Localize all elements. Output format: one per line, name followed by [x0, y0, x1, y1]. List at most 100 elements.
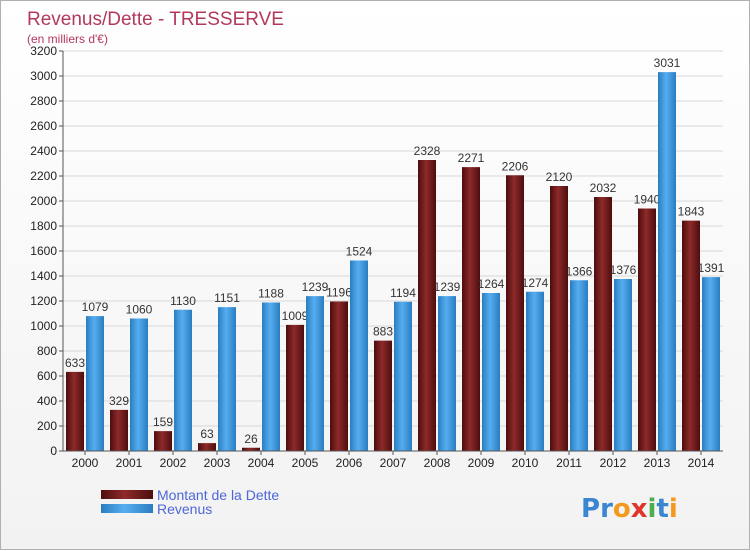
value-label: 1524 — [346, 245, 373, 259]
bar-revenus — [218, 307, 236, 451]
logo-letter: x — [631, 494, 648, 524]
value-label: 1151 — [214, 291, 240, 305]
value-label: 1239 — [302, 280, 329, 294]
value-label: 63 — [200, 427, 214, 441]
chart-title: Revenus/Dette - TRESSERVE — [27, 9, 284, 30]
x-tick-label: 2003 — [204, 456, 231, 470]
bar-revenus — [526, 291, 544, 451]
x-tick-label: 2007 — [380, 456, 407, 470]
value-label: 1843 — [678, 205, 705, 219]
x-tick-label: 2004 — [248, 456, 275, 470]
bar-revenus — [350, 260, 368, 451]
value-label: 2032 — [590, 181, 617, 195]
bar-dette — [550, 186, 568, 451]
legend-label: Montant de la Dette — [157, 487, 279, 503]
bar-revenus — [394, 301, 412, 451]
logo-letter: o — [613, 494, 631, 524]
value-label: 1079 — [82, 300, 109, 314]
logo-letter: i — [648, 494, 657, 524]
bar-dette — [154, 431, 172, 451]
bar-revenus — [482, 293, 500, 451]
y-tick-label: 1600 — [30, 244, 57, 258]
x-tick-label: 2009 — [468, 456, 495, 470]
y-tick-label: 2400 — [30, 144, 57, 158]
x-tick-label: 2013 — [644, 456, 671, 470]
value-label: 633 — [65, 356, 85, 370]
value-label: 1376 — [610, 263, 637, 277]
y-tick-label: 2800 — [30, 94, 57, 108]
x-axis: 2000 2001 2002 2003 2004 2005 2006 2007 2008 2009… — [63, 450, 723, 470]
value-label: 3031 — [654, 56, 681, 70]
logo-letter: P — [581, 494, 600, 524]
chart-subtitle: (en milliers d'€) — [27, 32, 108, 46]
bar-revenus — [86, 316, 104, 451]
logo-letter: r — [600, 494, 613, 524]
y-tick-label: 1000 — [30, 319, 57, 333]
x-tick-label: 2005 — [292, 456, 319, 470]
value-label: 1194 — [390, 286, 416, 300]
x-tick-label: 2002 — [160, 456, 187, 470]
value-label: 2271 — [458, 151, 485, 165]
bar-dette — [682, 220, 700, 451]
bar-dette — [66, 371, 84, 451]
value-label: 26 — [244, 432, 258, 446]
y-tick-label: 0 — [50, 444, 57, 458]
bar-revenus — [570, 280, 588, 451]
bar-revenus — [438, 296, 456, 451]
bar-revenus — [306, 296, 324, 451]
value-label: 329 — [109, 394, 129, 408]
y-tick-label: 200 — [37, 419, 57, 433]
bar-revenus — [174, 309, 192, 451]
bar-revenus — [130, 318, 148, 451]
y-tick-label: 2200 — [30, 169, 57, 183]
gridlines — [63, 50, 723, 452]
value-label: 1264 — [478, 277, 505, 291]
x-tick-label: 2014 — [688, 456, 715, 470]
value-label: 1366 — [566, 264, 593, 278]
y-tick-label: 2600 — [30, 119, 57, 133]
bar-revenus — [262, 302, 280, 451]
value-label: 1060 — [126, 303, 153, 317]
bar-dette — [242, 447, 260, 451]
x-tick-label: 2000 — [72, 456, 99, 470]
bar-dette — [374, 340, 392, 451]
value-label: 1130 — [170, 294, 196, 308]
value-label: 1391 — [698, 261, 725, 275]
bar-dette — [594, 197, 612, 451]
bar-dette — [110, 409, 128, 451]
value-label: 1188 — [258, 287, 284, 301]
y-axis: 0 200 400 600 800 1000 1200 1400 1600 1800 2000 220… — [30, 44, 64, 458]
bar-dette — [286, 324, 304, 451]
x-tick-label: 2011 — [556, 456, 582, 470]
bar-dette — [638, 208, 656, 451]
bar-dette — [418, 160, 436, 451]
value-label: 2120 — [546, 170, 573, 184]
value-label: 2328 — [414, 144, 441, 158]
y-tick-label: 1400 — [30, 269, 57, 283]
x-tick-label: 2001 — [116, 456, 143, 470]
y-tick-label: 1200 — [30, 294, 57, 308]
legend-swatch — [101, 504, 153, 513]
legend-label: Revenus — [157, 501, 212, 517]
value-label: 883 — [373, 325, 393, 339]
x-tick-label: 2006 — [336, 456, 363, 470]
y-tick-label: 3200 — [30, 44, 57, 58]
legend-swatch — [101, 490, 153, 499]
value-label: 159 — [153, 415, 173, 429]
bar-revenus — [658, 72, 676, 451]
y-tick-label: 600 — [37, 369, 57, 383]
value-label: 1239 — [434, 280, 461, 294]
bar-dette — [462, 167, 480, 451]
x-tick-label: 2012 — [600, 456, 627, 470]
bar-revenus — [614, 279, 632, 451]
proxiti-logo: Proxiti — [581, 494, 678, 524]
x-tick-label: 2010 — [512, 456, 539, 470]
logo-letter: t — [656, 494, 668, 524]
value-label: 1196 — [326, 286, 352, 300]
y-tick-label: 1800 — [30, 219, 57, 233]
y-tick-label: 2000 — [30, 194, 57, 208]
y-tick-label: 3000 — [30, 69, 57, 83]
